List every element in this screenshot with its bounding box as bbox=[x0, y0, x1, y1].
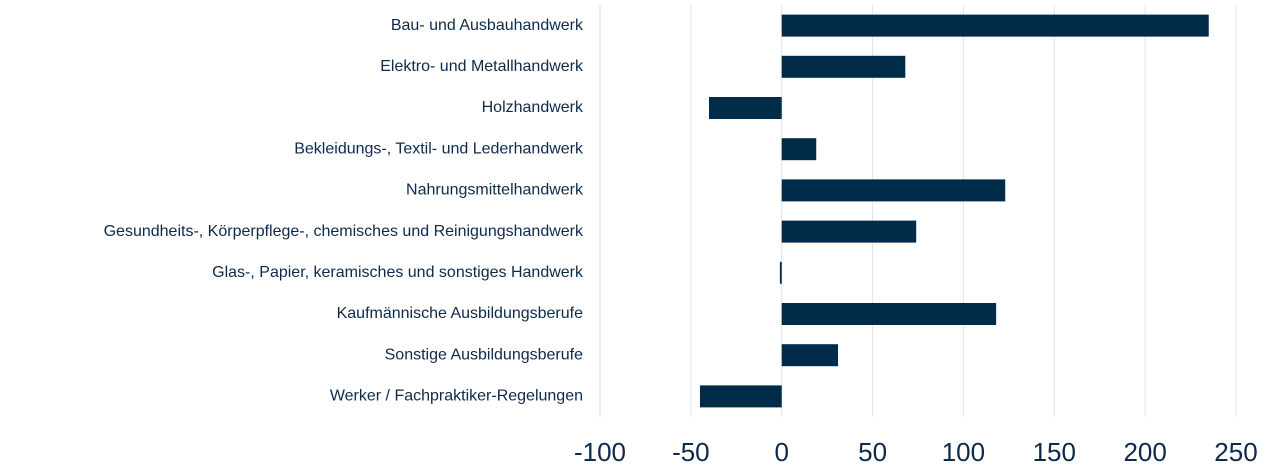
y-tick-label: Elektro- und Metallhandwerk bbox=[380, 58, 584, 75]
x-tick-label: -100 bbox=[574, 437, 626, 467]
y-tick-label: Glas-, Papier, keramisches und sonstiges… bbox=[212, 264, 584, 281]
bar bbox=[781, 138, 817, 161]
x-tick-label: 250 bbox=[1214, 437, 1257, 467]
bar bbox=[709, 97, 782, 119]
bar bbox=[781, 14, 1209, 37]
x-tick-label: 200 bbox=[1123, 437, 1166, 467]
y-tick-label: Sonstige Ausbildungsberufe bbox=[385, 346, 583, 363]
x-tick-label: 0 bbox=[774, 437, 788, 467]
bar bbox=[779, 261, 782, 284]
y-tick-label: Werker / Fachpraktiker-Regelungen bbox=[330, 388, 583, 405]
bar bbox=[781, 344, 839, 367]
y-tick-label: Gesundheits-, Körperpflege-, chemisches … bbox=[104, 223, 584, 240]
x-tick-label: 50 bbox=[858, 437, 887, 467]
x-tick-label: 100 bbox=[942, 437, 985, 467]
bar bbox=[781, 303, 997, 325]
bar bbox=[781, 179, 1006, 202]
bar bbox=[781, 220, 917, 243]
y-tick-label: Kaufmännische Ausbildungsberufe bbox=[337, 305, 583, 322]
y-tick-label: Bau- und Ausbauhandwerk bbox=[391, 17, 584, 34]
y-tick-label: Holzhandwerk bbox=[482, 99, 584, 116]
y-tick-label: Bekleidungs-, Textil- und Lederhandwerk bbox=[294, 140, 584, 157]
y-tick-label: Nahrungsmittelhandwerk bbox=[406, 182, 584, 199]
x-tick-label: -50 bbox=[672, 437, 710, 467]
bar bbox=[781, 55, 906, 78]
x-tick-label: 150 bbox=[1033, 437, 1076, 467]
bar bbox=[699, 385, 782, 408]
